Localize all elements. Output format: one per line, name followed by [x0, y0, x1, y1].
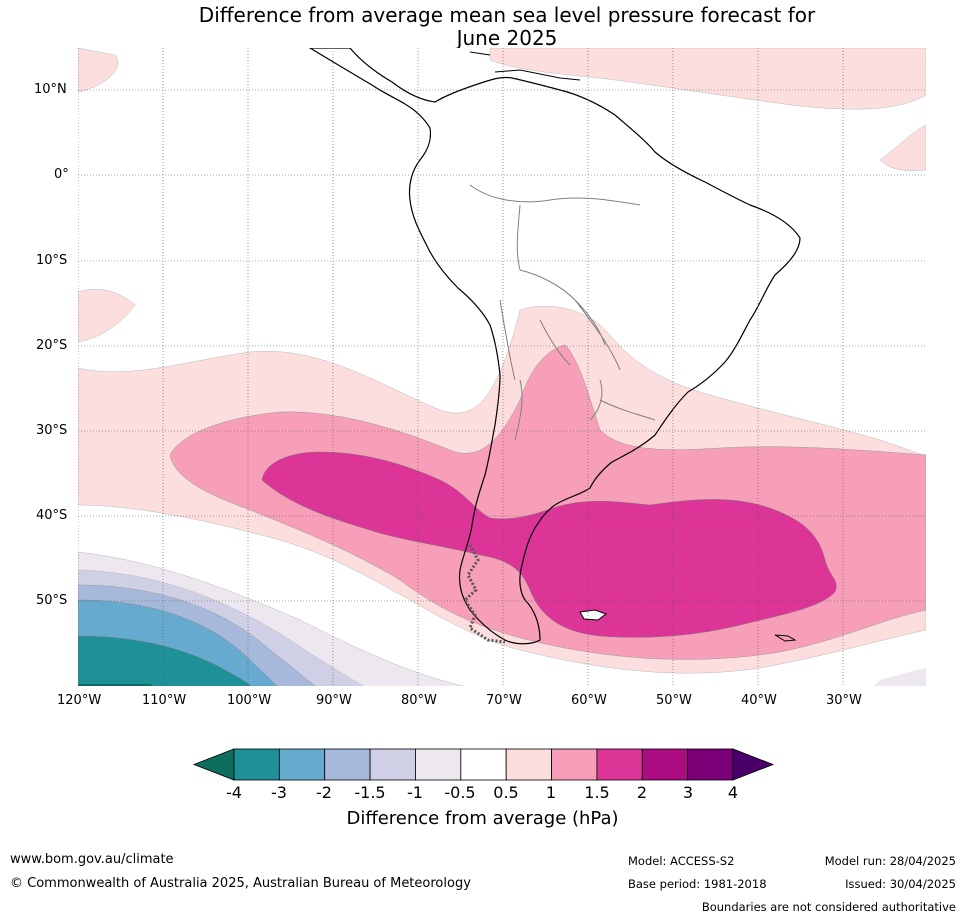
cbar-tick-11: 4: [727, 783, 739, 802]
lat-label-10n: 10°N: [34, 82, 67, 97]
copyright-text: © Commonwealth of Australia 2025, Austra…: [10, 876, 471, 891]
lon-label-90w: 90°W: [316, 693, 352, 708]
contour-neg-0-5-east: [874, 668, 926, 686]
cbar-tick-9: 2: [636, 783, 648, 802]
cbar-tick-0: -4: [226, 783, 242, 802]
contour-pos-1-5: [261, 451, 837, 638]
model-name: Model: ACCESS-S2: [628, 854, 735, 868]
lat-label-0: 0°: [54, 167, 69, 182]
colorbar-swatch: [505, 748, 552, 781]
contour-pos-0-5-west: [78, 289, 136, 343]
lon-label-110w: 110°W: [142, 693, 187, 708]
website-link[interactable]: www.bom.gov.au/climate: [10, 852, 174, 867]
contour-pos-0-5-east: [879, 124, 926, 171]
title-line-2: June 2025: [456, 26, 558, 50]
lon-label-80w: 80°W: [401, 693, 437, 708]
lat-label-20s: 20°S: [36, 338, 68, 353]
colorbar: [192, 748, 775, 781]
colorbar-extend-low: [192, 748, 235, 781]
cbar-tick-10: 3: [682, 783, 694, 802]
lat-label-10s: 10°S: [36, 253, 68, 268]
lat-label-30s: 30°S: [36, 423, 68, 438]
contour-pos-0-5-north-west: [78, 48, 119, 93]
colorbar-swatch: [551, 748, 598, 781]
issued-date: Issued: 30/04/2025: [845, 877, 956, 891]
south-georgia: [774, 634, 797, 642]
colorbar-swatch: [641, 748, 689, 781]
model-run: Model run: 28/04/2025: [824, 854, 956, 868]
cbar-tick-1: -3: [271, 783, 287, 802]
lat-label-50s: 50°S: [36, 593, 68, 608]
cbar-tick-8: 1.5: [584, 783, 610, 802]
caribbean-islands: [469, 51, 581, 81]
lon-gridlines: [78, 48, 844, 686]
pressure-anomaly-map: [78, 48, 926, 686]
lon-label-70w: 70°W: [486, 693, 522, 708]
colorbar-swatch: [324, 748, 371, 781]
lon-label-40w: 40°W: [741, 693, 777, 708]
boundaries-disclaimer: Boundaries are not considered authoritat…: [701, 900, 956, 914]
chart-title: Difference from average mean sea level p…: [0, 4, 965, 50]
lon-label-50w: 50°W: [656, 693, 692, 708]
cbar-tick-7: 1: [545, 783, 557, 802]
cbar-tick-6: 0.5: [493, 783, 519, 802]
lon-label-120w: 120°W: [57, 693, 102, 708]
cbar-tick-3: -1.5: [354, 783, 386, 802]
colorbar-swatch: [687, 748, 734, 781]
base-period: Base period: 1981-2018: [628, 877, 767, 891]
contour-neg-3: [78, 635, 252, 686]
colorbar-swatch: [415, 748, 462, 781]
falkland-islands: [579, 609, 608, 621]
lat-gridlines: [78, 89, 926, 602]
cbar-tick-5: -0.5: [444, 783, 476, 802]
cbar-tick-4: -1: [407, 783, 423, 802]
lon-label-60w: 60°W: [571, 693, 607, 708]
colorbar-label: Difference from average (hPa): [346, 808, 619, 829]
contour-neg-4: [78, 684, 154, 686]
colorbar-extend-high: [732, 748, 775, 781]
colorbar-swatch: [233, 748, 280, 781]
southern-chile-coast: [463, 544, 506, 644]
colorbar-swatch: [596, 748, 643, 781]
colorbar-swatch: [460, 748, 507, 781]
contour-pos-0-5-north-east: [489, 48, 926, 110]
title-line-1: Difference from average mean sea level p…: [198, 3, 816, 27]
cbar-tick-2: -2: [316, 783, 332, 802]
colorbar-swatch: [369, 748, 416, 781]
lon-label-100w: 100°W: [227, 693, 272, 708]
lon-label-30w: 30°W: [826, 693, 862, 708]
colorbar-swatch: [278, 748, 326, 781]
lat-label-40s: 40°S: [36, 508, 68, 523]
south-america-land: [308, 48, 801, 645]
